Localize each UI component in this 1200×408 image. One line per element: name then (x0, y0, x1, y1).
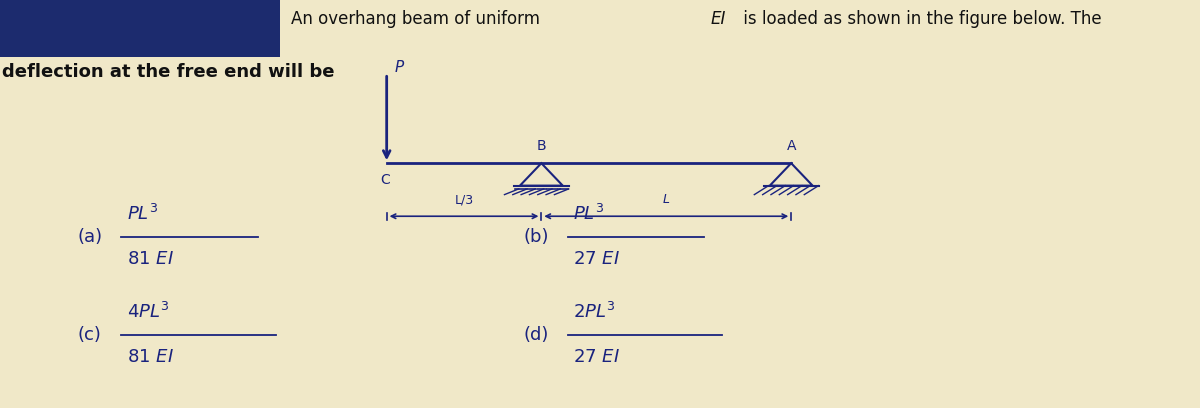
Text: B: B (536, 139, 546, 153)
Text: (d): (d) (523, 326, 548, 344)
Text: $27\ EI$: $27\ EI$ (574, 250, 620, 268)
Text: P: P (395, 60, 404, 75)
Text: EI: EI (710, 10, 726, 28)
Text: (b): (b) (523, 228, 550, 246)
Text: deflection at the free end will be: deflection at the free end will be (2, 63, 335, 81)
Text: A: A (786, 139, 796, 153)
Text: $PL^3$: $PL^3$ (574, 204, 605, 224)
Text: C: C (380, 173, 390, 187)
Text: $81\ EI$: $81\ EI$ (127, 348, 174, 366)
Text: (c): (c) (77, 326, 101, 344)
Text: L/3: L/3 (455, 193, 474, 206)
Text: is loaded as shown in the figure below. The: is loaded as shown in the figure below. … (738, 10, 1102, 28)
Text: $27\ EI$: $27\ EI$ (574, 348, 620, 366)
Text: An overhang beam of uniform: An overhang beam of uniform (292, 10, 546, 28)
Text: $81\ EI$: $81\ EI$ (127, 250, 174, 268)
Text: (a): (a) (77, 228, 102, 246)
FancyBboxPatch shape (0, 0, 280, 57)
Text: $2PL^3$: $2PL^3$ (574, 302, 616, 322)
Text: $4PL^3$: $4PL^3$ (127, 302, 170, 322)
Text: $PL^3$: $PL^3$ (127, 204, 158, 224)
Text: L: L (662, 193, 670, 206)
